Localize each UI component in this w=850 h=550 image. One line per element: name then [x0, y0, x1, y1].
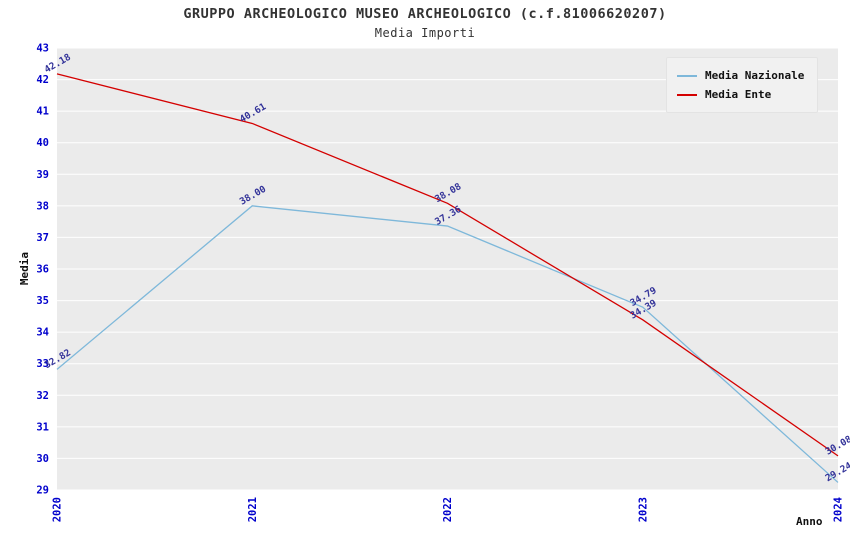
svg-text:31: 31	[36, 421, 49, 433]
svg-text:2021: 2021	[247, 497, 259, 522]
legend-swatch-media-ente	[677, 93, 697, 96]
legend-item-media-ente: Media Ente	[677, 85, 807, 104]
legend-swatch-media-nazionale	[677, 74, 697, 77]
svg-text:38: 38	[36, 200, 49, 212]
chart-subtitle: Media Importi	[374, 26, 476, 40]
svg-text:2022: 2022	[442, 497, 454, 522]
svg-text:2020: 2020	[52, 497, 64, 522]
legend-label-media-ente: Media Ente	[705, 88, 772, 101]
svg-text:40: 40	[36, 137, 49, 149]
svg-text:32: 32	[36, 390, 49, 402]
svg-text:42: 42	[36, 74, 49, 86]
legend: Media Nazionale Media Ente	[666, 57, 818, 113]
svg-text:29: 29	[36, 485, 49, 497]
svg-text:35: 35	[36, 295, 49, 307]
svg-text:41: 41	[36, 106, 49, 118]
x-axis-title: Anno	[796, 515, 823, 528]
svg-text:2024: 2024	[833, 497, 845, 522]
svg-text:2023: 2023	[637, 497, 649, 522]
chart-title: GRUPPO ARCHEOLOGICO MUSEO ARCHEOLOGICO (…	[183, 6, 667, 22]
legend-label-media-nazionale: Media Nazionale	[705, 69, 805, 82]
svg-text:43: 43	[36, 43, 49, 55]
svg-text:34: 34	[36, 327, 49, 339]
svg-text:37: 37	[36, 232, 49, 244]
svg-text:36: 36	[36, 264, 49, 276]
svg-text:30: 30	[36, 453, 49, 465]
y-axis-title: Media	[18, 251, 32, 286]
legend-item-media-nazionale: Media Nazionale	[677, 66, 807, 85]
svg-text:39: 39	[36, 169, 49, 181]
svg-text:33: 33	[36, 358, 49, 370]
